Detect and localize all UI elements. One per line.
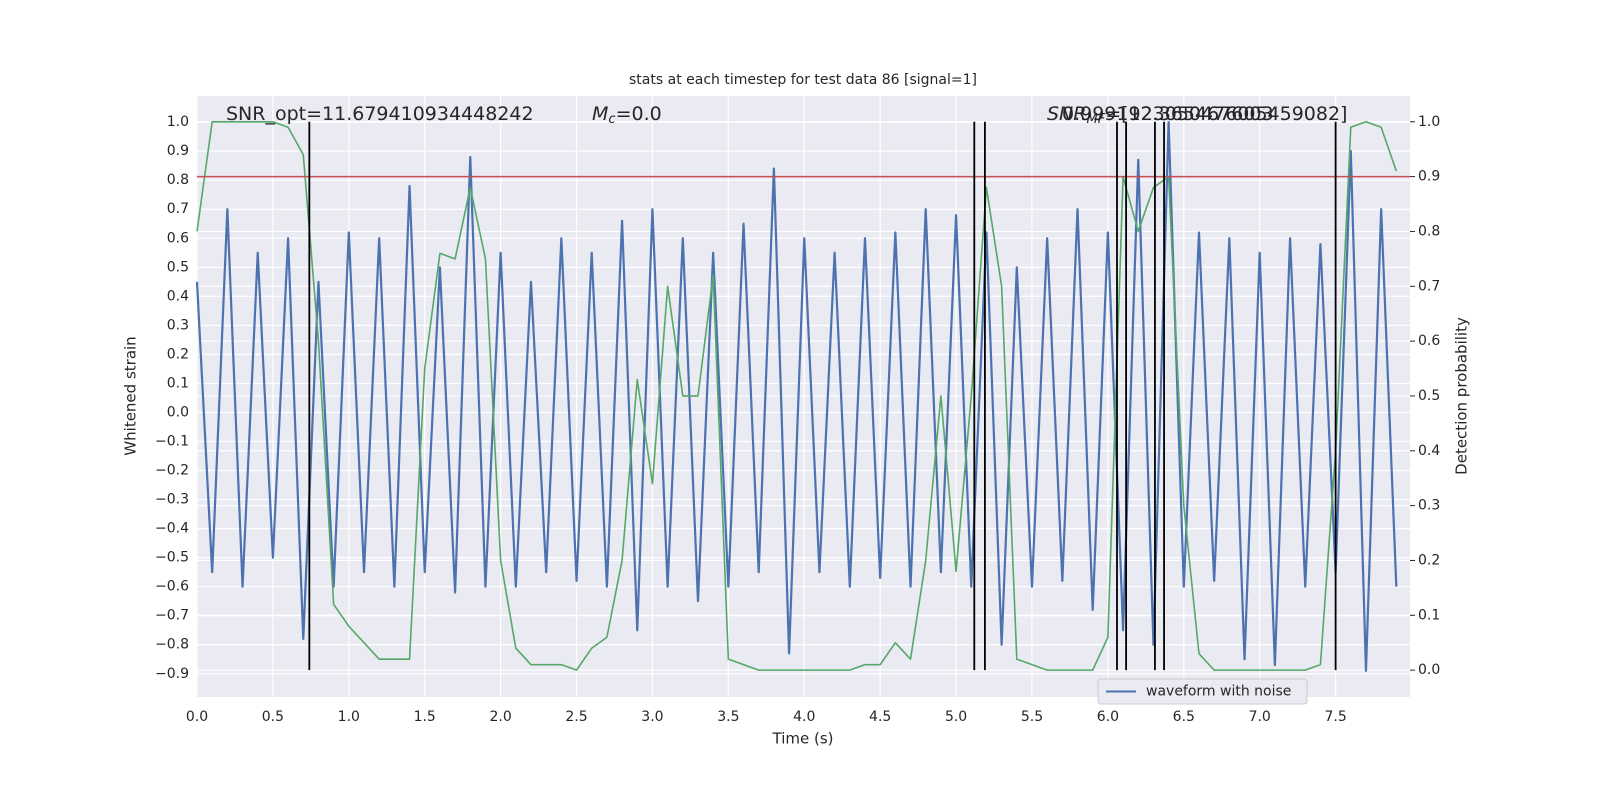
y-tick-label: −0.1 [155, 434, 189, 450]
x-axis-label: Time (s) [772, 730, 834, 748]
y-tick-label: 1.0 [167, 114, 189, 130]
x-tick-label: 3.0 [641, 709, 663, 725]
y-tick-label: 0.6 [167, 230, 189, 246]
y-tick-label: −0.6 [155, 579, 189, 595]
annotation-base: M [592, 103, 608, 125]
y2-tick-label: 0.5 [1418, 388, 1440, 404]
y2-tick-label: 0.2 [1418, 552, 1440, 568]
y-axis-label: Whitened strain [122, 336, 140, 455]
y-tick-label: 0.9 [167, 143, 189, 159]
y-tick-label: 0.0 [167, 404, 189, 420]
annotation-text: =[12.365467605459082] [1105, 103, 1347, 125]
y2-tick-label: 0.1 [1418, 607, 1440, 623]
annotation-text: 0.9991923050476003 [1062, 103, 1274, 125]
y-tick-label: 0.7 [167, 201, 189, 217]
x-tick-label: 5.0 [945, 709, 967, 725]
x-tick-label: 3.5 [717, 709, 739, 725]
chart-title: stats at each timestep for test data 86 … [629, 72, 977, 88]
x-tick-label: 0.0 [186, 709, 208, 725]
annotation: Mc=0.0 [592, 103, 662, 127]
annotation: SNR_opt=11.679410934448242 [226, 103, 534, 125]
y2-tick-label: 0.7 [1418, 278, 1440, 294]
y2-axis-label: Detection probability [1453, 317, 1471, 475]
y2-tick-label: 0.0 [1418, 662, 1440, 678]
x-tick-label: 2.5 [565, 709, 587, 725]
y-tick-label: −0.8 [155, 637, 189, 653]
legend-label: waveform with noise [1146, 684, 1291, 700]
x-tick-label: 1.5 [414, 709, 436, 725]
x-tick-label: 6.0 [1097, 709, 1119, 725]
y-tick-label: 0.1 [167, 375, 189, 391]
annotation-text: SNR_opt=11.679410934448242 [226, 103, 534, 125]
y-tick-label: −0.5 [155, 550, 189, 566]
y-tick-label: 0.4 [167, 288, 189, 304]
series-line [196, 120, 1398, 671]
x-tick-label: 0.5 [262, 709, 284, 725]
x-tick-label: 5.5 [1021, 709, 1043, 725]
x-tick-label: 6.5 [1173, 709, 1195, 725]
x-tick-label: 7.0 [1249, 709, 1271, 725]
y-tick-label: −0.2 [155, 463, 189, 479]
x-tick-label: 4.5 [869, 709, 891, 725]
y2-tick-label: 0.4 [1418, 443, 1440, 459]
legend-box [1097, 678, 1308, 705]
y-tick-label: −0.3 [155, 492, 189, 508]
annotation-sub: c [608, 112, 615, 127]
y-tick-label: −0.9 [155, 666, 189, 682]
y2-tick-label: 0.8 [1418, 223, 1440, 239]
x-tick-label: 2.0 [489, 709, 511, 725]
annotation-sub: MF [1086, 112, 1105, 127]
x-tick-label: 7.5 [1324, 709, 1346, 725]
y-tick-label: 0.2 [167, 346, 189, 362]
x-tick-label: 1.0 [338, 709, 360, 725]
y-tick-label: 0.8 [167, 172, 189, 188]
y-tick-label: −0.4 [155, 521, 189, 537]
y2-tick-label: 0.9 [1418, 169, 1440, 185]
annotation: 0.9991923050476003 [1062, 103, 1274, 125]
annotation-base: SNR [1047, 103, 1086, 125]
series-line [195, 121, 1398, 672]
x-tick-label: 4.0 [793, 709, 815, 725]
y-tick-label: 0.5 [167, 259, 189, 275]
y2-tick-label: 0.6 [1418, 333, 1440, 349]
y2-tick-label: 1.0 [1418, 114, 1440, 130]
y-tick-label: −0.7 [155, 608, 189, 624]
annotation: SNRMF=[12.365467605459082] [1047, 103, 1347, 127]
y-tick-label: 0.3 [167, 317, 189, 333]
annotation-text: =0.0 [616, 103, 662, 125]
y2-tick-label: 0.3 [1418, 498, 1440, 514]
